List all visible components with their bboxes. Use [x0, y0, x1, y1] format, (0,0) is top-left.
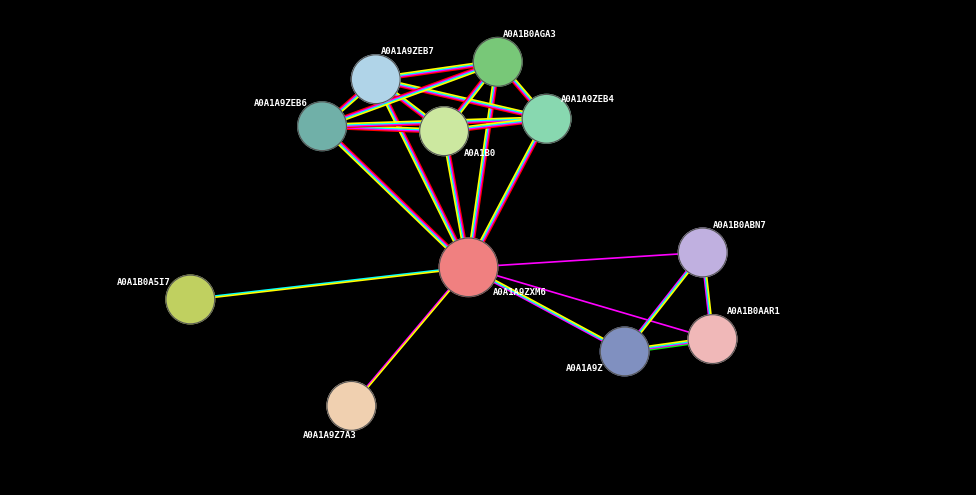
Text: A0A1B0AGA3: A0A1B0AGA3	[503, 30, 556, 39]
Text: A0A1A9ZEB6: A0A1A9ZEB6	[254, 99, 307, 108]
Text: A0A1A9Z: A0A1A9Z	[566, 364, 604, 373]
Text: A0A1A9ZEB4: A0A1A9ZEB4	[561, 95, 615, 103]
Ellipse shape	[327, 382, 376, 430]
Text: A0A1B0AAR1: A0A1B0AAR1	[727, 307, 781, 316]
Text: A0A1A9ZEB7: A0A1A9ZEB7	[381, 48, 434, 56]
Text: A0A1A9ZXM6: A0A1A9ZXM6	[493, 288, 547, 297]
Ellipse shape	[688, 315, 737, 363]
Ellipse shape	[166, 275, 215, 324]
Text: A0A1B0ABN7: A0A1B0ABN7	[712, 221, 766, 230]
Ellipse shape	[473, 38, 522, 86]
Text: A0A1B0: A0A1B0	[464, 149, 496, 158]
Ellipse shape	[298, 102, 346, 150]
Text: A0A1A9Z7A3: A0A1A9Z7A3	[303, 431, 356, 440]
Ellipse shape	[420, 107, 468, 155]
Ellipse shape	[439, 238, 498, 297]
Ellipse shape	[600, 327, 649, 376]
Text: A0A1B0A5I7: A0A1B0A5I7	[117, 278, 171, 287]
Ellipse shape	[678, 228, 727, 277]
Ellipse shape	[351, 55, 400, 103]
Ellipse shape	[522, 95, 571, 143]
